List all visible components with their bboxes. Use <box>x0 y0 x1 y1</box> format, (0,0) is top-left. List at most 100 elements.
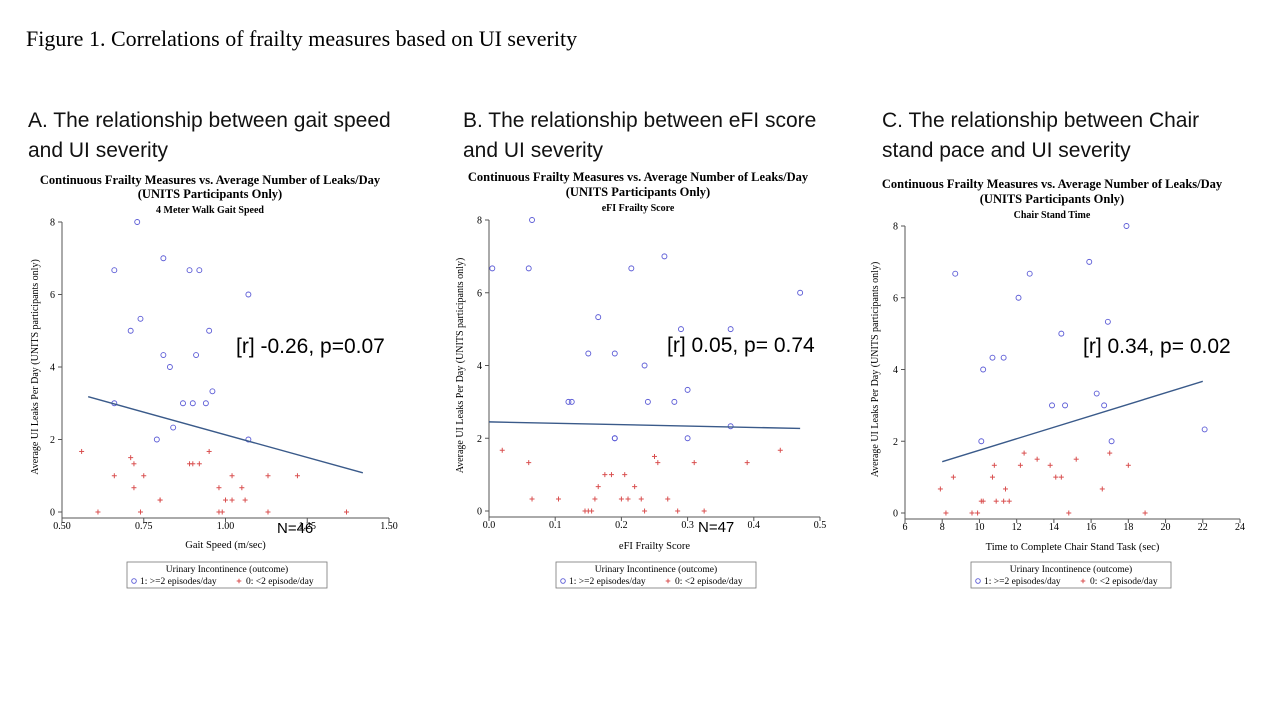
data-point-circle <box>641 362 648 369</box>
data-point-circle <box>661 253 668 260</box>
fit-line <box>942 380 1203 463</box>
data-point-circle <box>202 400 209 407</box>
y-axis-label: Average UI Leaks Per Day (UNITS particip… <box>455 258 466 474</box>
panel-c-caption-line-1: C. The relationship between Chair <box>882 109 1200 132</box>
x-tick-label: 1.50 <box>380 521 398 532</box>
data-point-circle <box>1093 390 1100 397</box>
data-point-plus <box>665 496 671 502</box>
data-point-circle <box>565 398 572 405</box>
data-point-plus <box>1003 486 1008 492</box>
x-axis-label: Time to Complete Chair Stand Task (sec) <box>986 542 1160 553</box>
y-tick-label: 6 <box>893 293 898 304</box>
panel-b-caption-line-2: and UI severity <box>463 139 604 162</box>
data-point-circle <box>797 289 804 296</box>
data-point-circle <box>628 265 635 272</box>
x-tick-label: 0.50 <box>53 521 71 532</box>
x-tick-label: 0.5 <box>814 520 827 531</box>
legend-title: Urinary Incontinence (outcome) <box>166 564 288 575</box>
data-point-plus <box>219 509 225 515</box>
data-point-plus <box>602 472 608 478</box>
data-point-circle <box>568 398 575 405</box>
correlation-annotation: [r] -0.26, p=0.07 <box>236 335 385 358</box>
data-point-circle <box>1058 330 1065 337</box>
x-tick-label: 24 <box>1235 522 1245 533</box>
data-point-plus <box>239 485 245 491</box>
data-point-circle <box>611 350 618 357</box>
panel-a-caption-line-1: A. The relationship between gait speed <box>28 109 391 132</box>
data-point-circle <box>166 364 173 370</box>
legend-item-label: 1: >=2 episodes/day <box>569 577 646 587</box>
data-point-circle <box>134 219 141 225</box>
data-point-circle <box>1015 294 1022 301</box>
data-point-circle <box>678 326 684 333</box>
data-point-circle <box>489 265 496 272</box>
x-tick-label: 10 <box>974 522 984 533</box>
chart-panel-c: Continuous Frailty Measures vs. Average … <box>870 177 1245 589</box>
data-point-plus <box>1047 462 1053 468</box>
chart-subtitle: (UNITS Participants Only) <box>980 192 1124 206</box>
chart-subtitle: (UNITS Participants Only) <box>138 187 282 201</box>
data-point-circle <box>1123 223 1130 229</box>
data-point-circle <box>1086 258 1093 265</box>
data-point-circle <box>137 315 144 322</box>
x-tick-label: 0.4 <box>748 520 761 531</box>
data-point-plus <box>131 485 137 491</box>
data-point-plus <box>993 498 999 504</box>
x-tick-label: 0.3 <box>681 520 694 531</box>
y-tick-label: 4 <box>477 361 482 372</box>
legend: Urinary Incontinence (outcome) 1: >=2 epi… <box>126 561 328 589</box>
data-point-plus <box>652 453 657 459</box>
data-point-plus <box>131 461 137 467</box>
data-point-plus <box>622 472 628 478</box>
panel-c-caption-line-2: stand pace and UI severity <box>882 139 1131 162</box>
data-point-plus <box>642 508 648 514</box>
data-point-circle <box>170 424 177 431</box>
chart-panel-title: eFI Frailty Score <box>602 203 675 214</box>
legend-plus-icon <box>665 578 671 584</box>
x-tick-label: 20 <box>1161 522 1171 533</box>
data-point-circle <box>644 398 651 405</box>
data-point-plus <box>592 496 598 502</box>
data-point-circle <box>180 400 186 407</box>
legend-title: Urinary Incontinence (outcome) <box>1010 564 1132 575</box>
data-point-circle <box>1104 318 1111 325</box>
data-point-plus <box>95 509 101 515</box>
y-tick-label: 4 <box>893 365 898 376</box>
legend-item-label: 1: >=2 episodes/day <box>984 577 1061 587</box>
legend-plus-icon <box>1080 578 1086 584</box>
data-point-circle <box>153 436 160 443</box>
sample-size-label: N=47 <box>698 519 734 536</box>
panel-a-caption: A. The relationship between gait speed a… <box>28 106 391 166</box>
x-tick-label: 0.2 <box>615 520 628 531</box>
data-point-circle <box>978 438 985 445</box>
data-point-circle <box>1000 354 1007 361</box>
data-point-plus <box>526 460 532 466</box>
data-point-circle <box>952 270 959 277</box>
data-point-circle <box>989 354 996 361</box>
data-point-plus <box>229 497 235 503</box>
chart-panel-title: Chair Stand Time <box>1014 210 1091 221</box>
legend-box <box>555 561 757 589</box>
data-point-plus <box>265 509 271 515</box>
legend-box <box>126 561 328 589</box>
data-point-plus <box>655 460 661 466</box>
data-point-plus <box>1053 474 1059 480</box>
data-point-plus <box>1099 486 1105 492</box>
y-tick-label: 4 <box>50 363 55 374</box>
legend-item-label: 0: <2 episode/day <box>675 577 743 587</box>
x-tick-label: 0.1 <box>549 520 562 531</box>
data-point-plus <box>701 508 707 514</box>
data-point-circle <box>189 400 196 407</box>
data-point-circle <box>529 217 535 223</box>
data-point-plus <box>675 508 681 514</box>
data-point-circle <box>727 326 734 333</box>
correlation-annotation: [r] 0.05, p= 0.74 <box>667 334 815 357</box>
data-point-circle <box>1201 426 1208 433</box>
data-point-plus <box>585 508 591 514</box>
chart-subtitle: (UNITS Participants Only) <box>566 185 710 199</box>
chart-title: Continuous Frailty Measures vs. Average … <box>468 170 809 184</box>
data-point-circle <box>1062 402 1069 409</box>
data-point-plus <box>943 510 949 516</box>
data-point-plus <box>141 473 147 479</box>
